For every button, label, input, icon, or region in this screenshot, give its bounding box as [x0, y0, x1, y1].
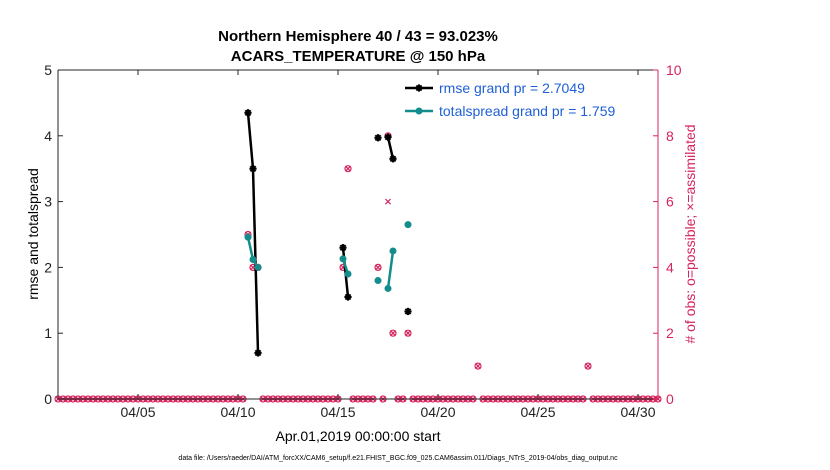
obs-possible-marker: [404, 329, 412, 337]
x-tick-label: 04/15: [320, 404, 355, 420]
x-tick-label: 04/10: [220, 404, 255, 420]
chart-title-line1: Northern Hemisphere 40 / 43 = 93.023%: [218, 28, 498, 45]
totalspread-point: [249, 256, 257, 264]
obs-assimilated-marker: [384, 198, 392, 205]
x-axis-label: Apr.01,2019 00:00:00 start: [275, 428, 440, 444]
obs-assimilated-marker: [474, 363, 482, 370]
rmse-point: [339, 244, 347, 252]
obs-possible-marker: [584, 362, 592, 370]
legend-rmse-label: rmse grand pr = 2.7049: [439, 80, 585, 96]
x-tick-label: 04/20: [420, 404, 455, 420]
totalspread-point: [339, 255, 347, 263]
series-line-0: [386, 136, 395, 160]
y-right-tick-label: 0: [666, 391, 674, 407]
obs-assimilated-marker: [389, 330, 397, 337]
legend-spread-label: totalspread grand pr = 1.759: [439, 103, 616, 119]
rmse-point: [244, 109, 252, 117]
y-left-tick-label: 0: [44, 391, 52, 407]
y-axis-left-label: rmse and totalspread: [25, 168, 41, 300]
obs-possible-marker: [474, 362, 482, 370]
totalspread-point: [244, 233, 252, 241]
chart-title-line2: ACARS_TEMPERATURE @ 150 hPa: [231, 48, 486, 65]
y-right-tick-label: 8: [666, 128, 674, 144]
y-right-tick-label: 4: [666, 259, 674, 275]
y-left-tick-label: 4: [44, 128, 52, 144]
legend-spread-marker: [415, 107, 423, 115]
totalspread-point: [254, 263, 262, 271]
y-right-tick-label: 6: [666, 194, 674, 210]
y-axis-right-label: # of obs: o=possible; ×=assimilated: [682, 124, 698, 343]
totalspread-point: [344, 270, 352, 278]
series-line-1: [386, 250, 395, 289]
y-left-tick-label: 3: [44, 194, 52, 210]
footer-data-file: data file: /Users/raeder/DAI/ATM_forcXX/…: [178, 455, 618, 462]
y-right-tick-label: 10: [666, 62, 682, 78]
axis-ticks: 04/05 04/10 04/15 04/20 04/25 04/30 0 1 2 3 4 5 0 2 4 6…: [44, 62, 682, 420]
totalspread-point: [404, 221, 412, 229]
totalspread-point: [389, 247, 397, 255]
obs-possible-marker: [344, 165, 352, 173]
obs-assimilated-marker: [344, 165, 352, 172]
y-left-tick-label: 2: [44, 259, 52, 275]
rmse-point: [344, 293, 352, 301]
obs-assimilated-marker: [404, 330, 412, 337]
x-tick-label: 04/05: [120, 404, 155, 420]
legend-rmse-marker: [415, 84, 423, 92]
rmse-point: [404, 307, 412, 316]
obs-assimilated-marker: [374, 264, 382, 271]
totalspread-point: [374, 277, 382, 285]
rmse-point: [249, 165, 257, 173]
x-tick-label: 04/30: [620, 404, 655, 420]
legend-rmse-asterisk: [415, 84, 423, 92]
rmse-point: [254, 349, 262, 357]
rmse-point: [384, 133, 392, 141]
rmse-point: [374, 134, 382, 142]
obs-possible-marker: [389, 329, 397, 337]
y-right-tick-label: 2: [666, 325, 674, 341]
y-left-tick-label: 5: [44, 62, 52, 78]
obs-assimilated-marker: [584, 363, 592, 370]
totalspread-point: [384, 284, 392, 292]
rmse-point: [389, 155, 397, 163]
series-lines: [244, 109, 412, 357]
y-left-tick-label: 1: [44, 325, 52, 341]
plot-area: [58, 70, 658, 399]
legend: rmse grand pr = 2.7049 totalspread grand…: [405, 80, 616, 119]
x-tick-label: 04/25: [520, 404, 555, 420]
obs-possible-marker: [374, 263, 382, 271]
